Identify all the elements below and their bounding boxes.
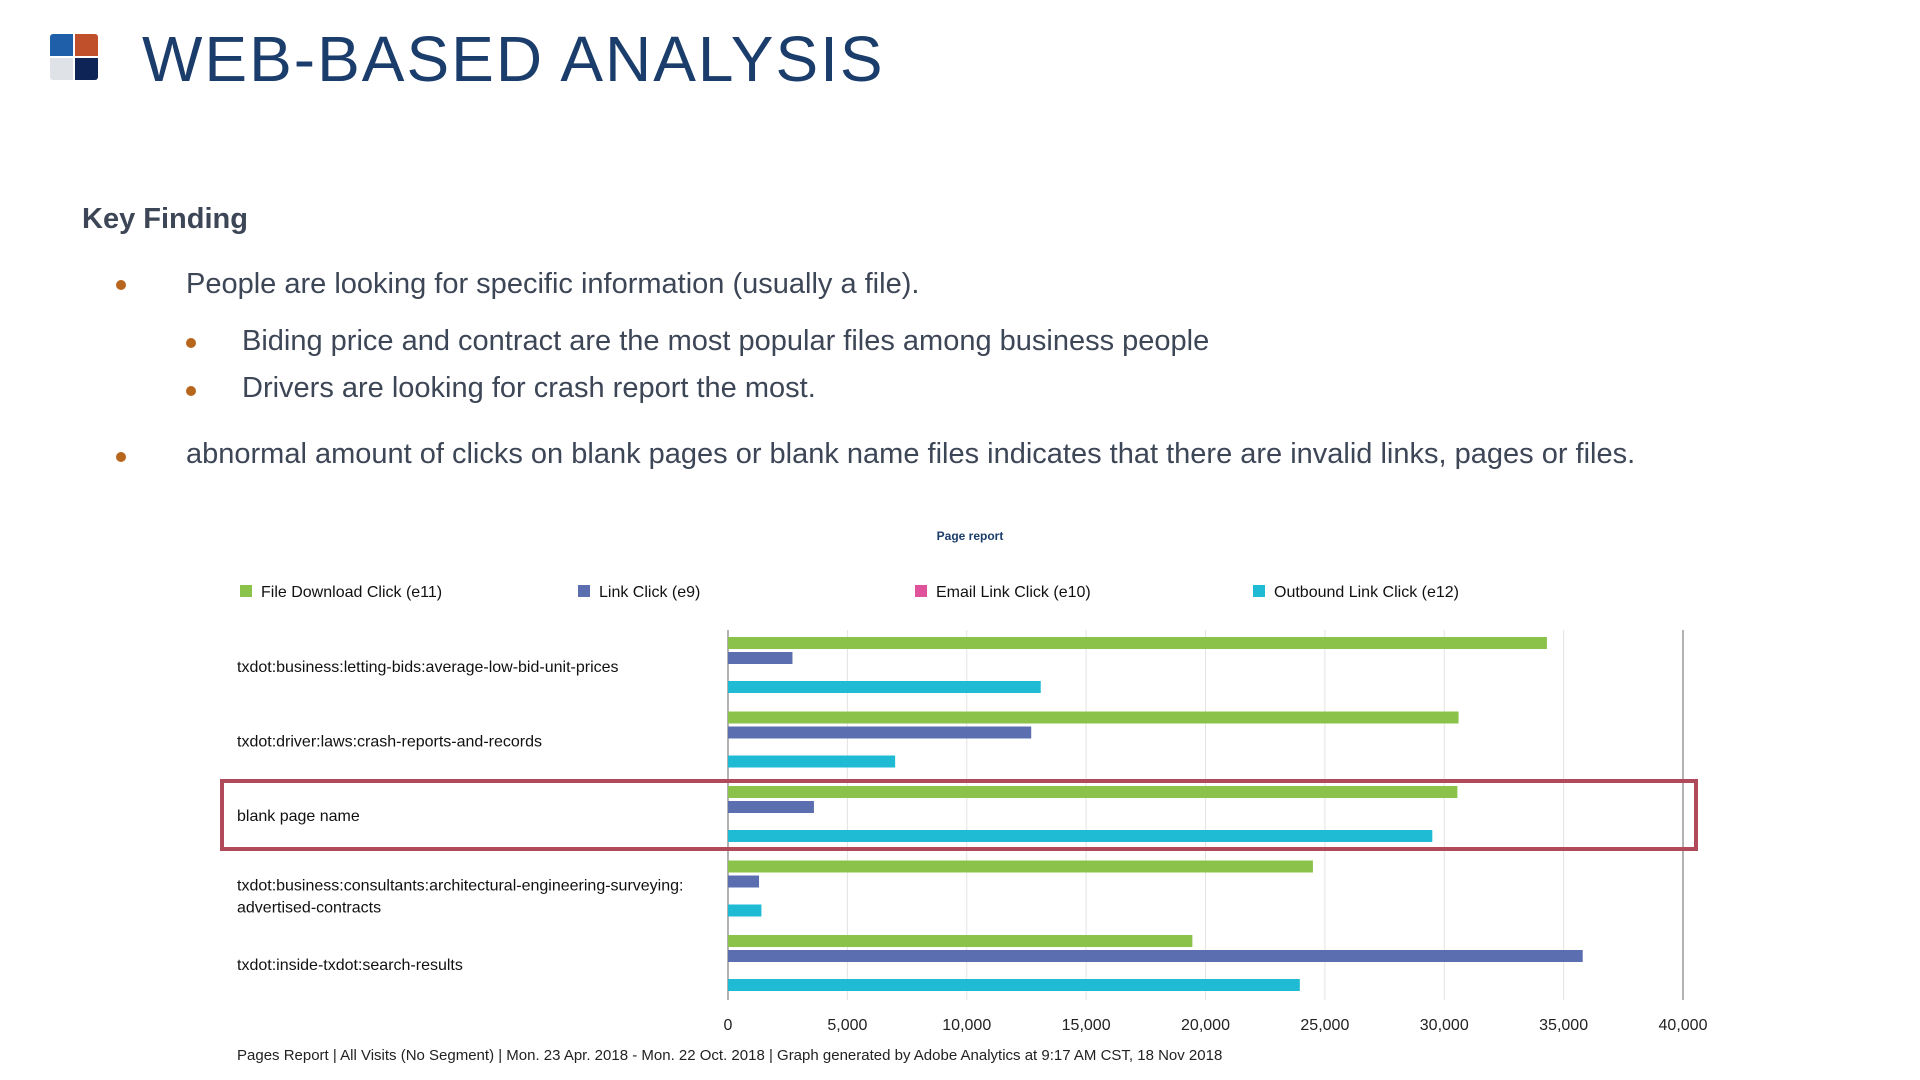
sub-bullet-text: Drivers are looking for crash report the… <box>242 372 816 404</box>
chart-footer: Pages Report | All Visits (No Segment) |… <box>237 1047 1222 1064</box>
x-tick-label: 40,000 <box>1659 1017 1708 1034</box>
x-tick-label: 15,000 <box>1062 1017 1111 1034</box>
bullet-dot <box>116 280 126 290</box>
bar-1-4 <box>728 860 1313 873</box>
key-finding-heading: Key Finding <box>82 203 248 235</box>
category-label: txdot:business:consultants:architectural… <box>237 878 683 917</box>
x-tick-label: 30,000 <box>1420 1017 1469 1034</box>
sub-bullet-text: Biding price and contract are the most p… <box>242 325 1210 357</box>
category-label: txdot:driver:laws:crash-reports-and-reco… <box>237 734 542 751</box>
x-tick-label: 0 <box>724 1017 733 1034</box>
bar-1-1 <box>728 637 1547 649</box>
bar-4-4 <box>728 904 762 917</box>
logo-square-orange <box>75 34 98 56</box>
legend-swatch <box>1253 585 1265 597</box>
bar-4-3 <box>728 830 1433 842</box>
x-tick-label: 35,000 <box>1539 1017 1588 1034</box>
bar-4-1 <box>728 681 1041 693</box>
bar-2-2 <box>728 726 1032 739</box>
bar-1-2 <box>728 711 1459 724</box>
logo-square-navy <box>75 58 98 80</box>
bar-2-4 <box>728 875 760 888</box>
legend-label: Link Click (e9) <box>599 584 700 601</box>
x-tick-label: 5,000 <box>827 1017 867 1034</box>
sub-bullet-dot <box>186 386 196 396</box>
x-tick-label: 10,000 <box>942 1017 991 1034</box>
logo-square-blue <box>50 34 73 56</box>
category-label: blank page name <box>237 808 360 825</box>
bar-1-3 <box>728 786 1458 798</box>
category-label: txdot:business:letting-bids:average-low-… <box>237 659 619 676</box>
bullet-text: abnormal amount of clicks on blank pages… <box>186 438 1636 470</box>
bullet-text: People are looking for specific informat… <box>186 268 920 300</box>
bar-2-3 <box>728 801 814 813</box>
bar-4-5 <box>728 979 1300 991</box>
legend-label: Outbound Link Click (e12) <box>1274 584 1459 601</box>
bar-2-5 <box>728 950 1583 962</box>
legend-label: Email Link Click (e10) <box>936 584 1091 601</box>
x-tick-label: 20,000 <box>1181 1017 1230 1034</box>
category-label: txdot:inside-txdot:search-results <box>237 957 463 974</box>
x-tick-label: 25,000 <box>1300 1017 1349 1034</box>
slide-title: WEB-BASED ANALYSIS <box>142 23 885 95</box>
legend-label: File Download Click (e11) <box>261 584 442 601</box>
legend-swatch <box>915 585 927 597</box>
bar-2-1 <box>728 652 793 664</box>
logo <box>50 34 98 80</box>
sub-bullet-dot <box>186 338 196 348</box>
highlight-box-blank-page <box>220 779 1698 851</box>
logo-square-grey <box>50 58 73 80</box>
bar-4-2 <box>728 755 896 768</box>
legend-swatch <box>578 585 590 597</box>
chart-title: Page report <box>937 529 1004 543</box>
legend-swatch <box>240 585 252 597</box>
bullet-dot <box>116 452 126 462</box>
bar-1-5 <box>728 935 1193 947</box>
